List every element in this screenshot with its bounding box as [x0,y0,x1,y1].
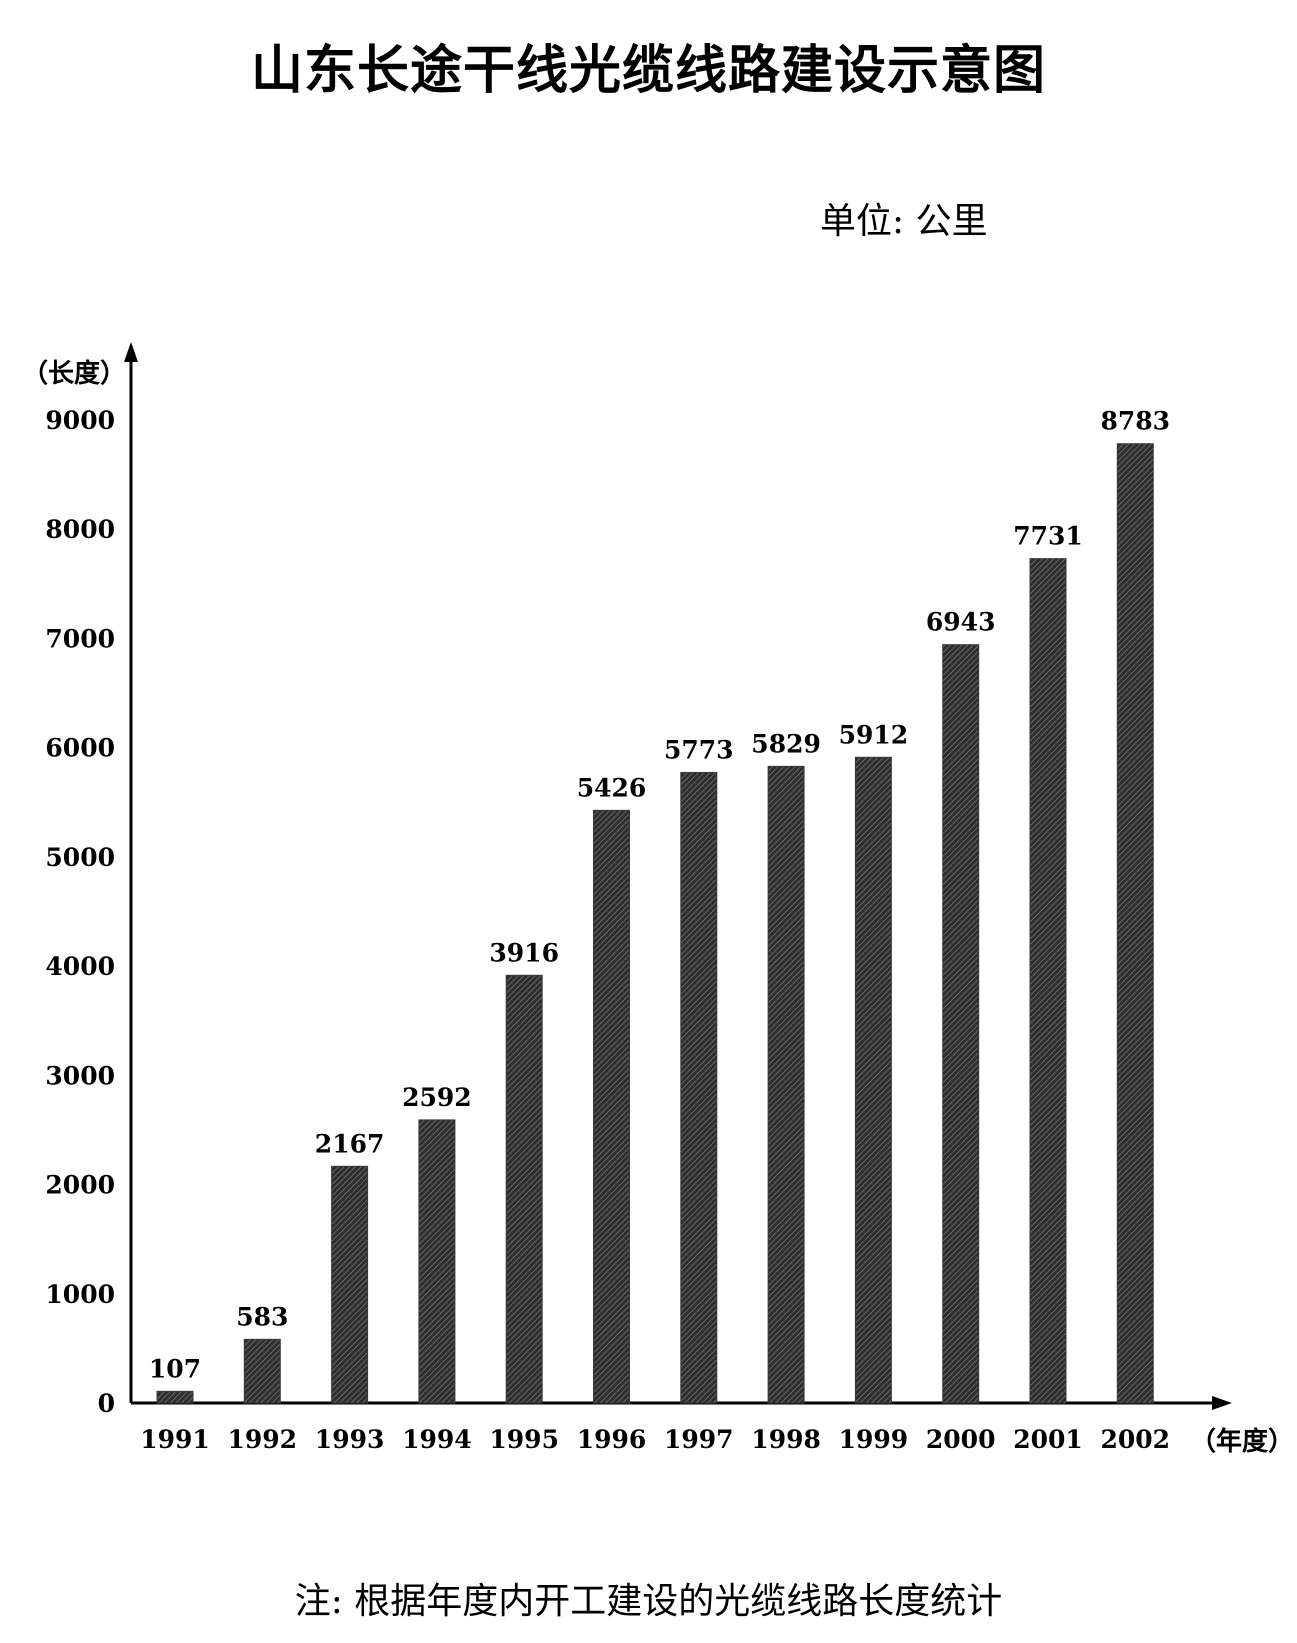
data-label: 7731 [1013,522,1083,551]
x-axis-label: （年度） [1190,1426,1294,1457]
bar-2000 [942,644,980,1404]
bars [156,443,1154,1404]
x-tick-label: 2002 [1101,1425,1171,1454]
x-tick-label: 1993 [315,1425,385,1454]
data-label: 6943 [926,608,996,637]
data-label: 2167 [315,1129,385,1158]
y-tick-label: 7000 [45,624,115,653]
x-tick-label: 1992 [228,1425,298,1454]
chart-note: 注: 根据年度内开工建设的光缆线路长度统计 [294,1581,1003,1622]
bar-1997 [680,771,718,1404]
bar-1992 [243,1338,281,1404]
x-tick-label: 1999 [839,1425,909,1454]
y-tick-label: 8000 [45,515,115,544]
x-tick-label: 2001 [1013,1425,1083,1454]
data-label: 107 [149,1354,201,1383]
y-tick-label: 4000 [45,952,115,981]
bar-1994 [418,1119,456,1404]
bar-2001 [1029,558,1067,1404]
data-label: 2592 [402,1083,472,1112]
data-label: 3916 [489,938,559,967]
bar-1991 [156,1390,194,1404]
data-label: 5829 [751,729,821,758]
data-labels: 107 583 2167 2592 3916 5426 5773 5829 5912 6943 77… [149,407,1170,1384]
x-tick-label: 1994 [402,1425,472,1454]
data-label: 583 [236,1302,288,1331]
y-tick-label: 5000 [45,843,115,872]
y-tick-label: 9000 [45,406,115,435]
y-axis-label: （长度） [22,358,126,389]
x-tick-label: 1998 [751,1425,821,1454]
bar-1995 [505,974,543,1404]
data-label: 5912 [839,720,909,749]
y-axis-arrow-icon [124,342,138,362]
bar-1998 [767,765,805,1404]
x-tick-label: 1995 [489,1425,559,1454]
data-label: 5426 [577,773,647,802]
x-axis-arrow-icon [1212,1396,1232,1410]
y-tick-label: 3000 [45,1061,115,1090]
y-ticks: 0 1000 2000 3000 4000 5000 6000 7000 8000 9000 [45,406,115,1418]
bar-2002 [1116,443,1154,1404]
bar-1999 [854,756,892,1404]
x-tick-label: 1991 [140,1425,210,1454]
data-label: 5773 [664,735,734,764]
x-tick-label: 1996 [577,1425,647,1454]
data-label: 8783 [1101,407,1171,436]
x-tick-label: 1997 [664,1425,734,1454]
x-tick-label: 2000 [926,1425,996,1454]
y-tick-label: 0 [98,1389,115,1418]
y-tick-label: 1000 [45,1280,115,1309]
x-ticks: 1991 1992 1993 1994 1995 1996 1997 1998 1999 2000… [140,1425,1170,1454]
bar-1993 [331,1165,369,1404]
y-tick-label: 2000 [45,1171,115,1200]
chart-title: 山东长途干线光缆线路建设示意图 [250,40,1046,101]
unit-label: 单位: 公里 [820,201,988,242]
y-tick-label: 6000 [45,734,115,763]
bar-1996 [593,809,630,1404]
